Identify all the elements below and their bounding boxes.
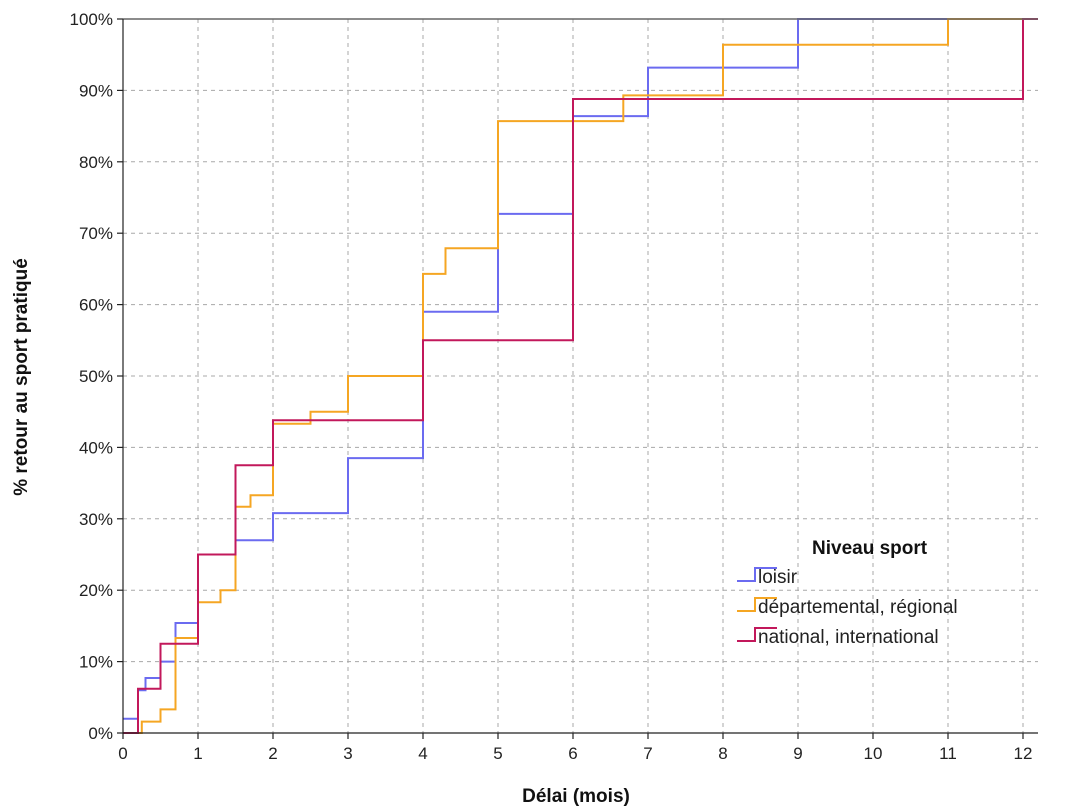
x-tick-label: 10 xyxy=(864,744,883,763)
x-tick-label: 7 xyxy=(643,744,652,763)
legend-item-3: national, international xyxy=(737,627,939,648)
x-tick-label: 3 xyxy=(343,744,352,763)
tick-layer: 0%10%20%30%40%50%60%70%80%90%100%0 1 2 3 4 5 6… xyxy=(70,10,1033,763)
x-tick-label: 4 xyxy=(418,744,427,763)
x-tick-label: 1 xyxy=(193,744,202,763)
y-tick-label: 10% xyxy=(79,653,113,672)
y-axis-title: % retour au sport pratiqué xyxy=(11,258,32,496)
legend-title: Niveau sport xyxy=(812,538,928,559)
legend-item-2: départemental, régional xyxy=(737,597,958,618)
x-tick-label: 8 xyxy=(718,744,727,763)
y-tick-label: 40% xyxy=(79,438,113,457)
legend-items: loisir départemental, régional national, i… xyxy=(737,567,958,648)
y-tick-label: 80% xyxy=(79,153,113,172)
y-tick-label: 70% xyxy=(79,224,113,243)
y-tick-label: 20% xyxy=(79,581,113,600)
y-tick-label: 50% xyxy=(79,367,113,386)
y-tick-label: 0% xyxy=(88,724,113,743)
x-tick-label: 2 xyxy=(268,744,277,763)
legend-label: loisir xyxy=(758,567,798,588)
x-axis-title: Délai (mois) xyxy=(522,786,630,807)
x-tick-label: 12 xyxy=(1014,744,1033,763)
legend: Niveau sport loisir départemental, région… xyxy=(737,538,958,648)
y-tick-label: 100% xyxy=(70,10,113,29)
grid-layer xyxy=(123,19,1038,733)
x-tick-label: 9 xyxy=(793,744,802,763)
legend-swatch xyxy=(737,567,777,582)
x-tick-label: 0 xyxy=(118,744,127,763)
series-line-3 xyxy=(123,18,1038,734)
y-tick-label: 60% xyxy=(79,296,113,315)
legend-label: national, international xyxy=(758,627,939,648)
x-tick-label: 5 xyxy=(493,744,502,763)
series-line-2 xyxy=(123,18,1038,734)
x-tick-label: 6 xyxy=(568,744,577,763)
legend-swatch xyxy=(737,627,777,642)
x-tick-label: 11 xyxy=(939,744,957,763)
legend-item-1: loisir xyxy=(737,567,798,588)
series-line-1 xyxy=(123,18,1038,720)
y-tick-label: 90% xyxy=(79,81,113,100)
legend-label: départemental, régional xyxy=(758,597,958,618)
y-tick-label: 30% xyxy=(79,510,113,529)
series-layer xyxy=(123,18,1038,734)
legend-swatch xyxy=(737,597,777,612)
